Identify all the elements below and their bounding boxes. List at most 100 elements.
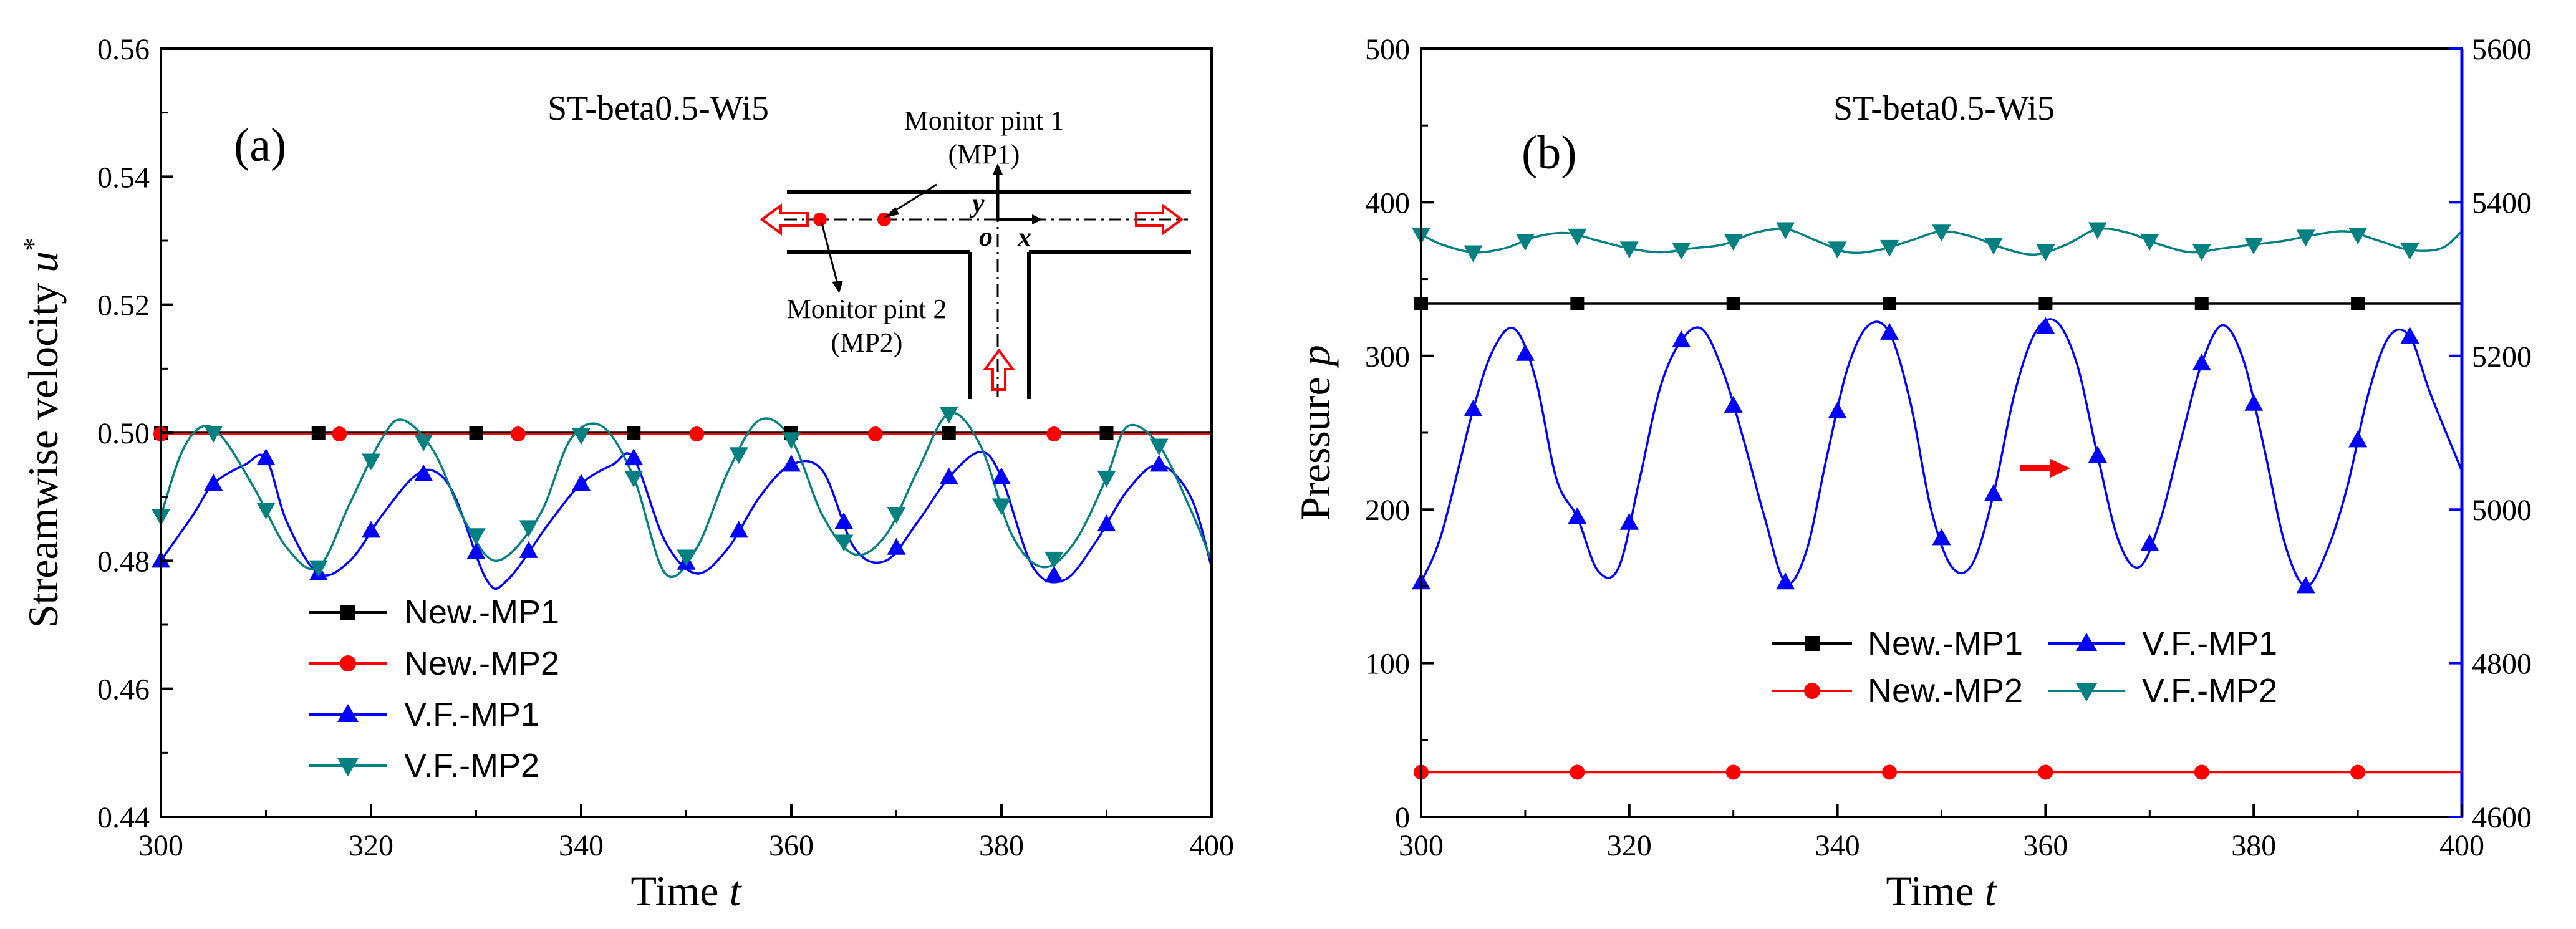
legend-a-label-vf-mp1: V.F.-MP1 (404, 696, 539, 733)
x-tick-label-a: 300 (138, 829, 183, 862)
data-point-b-new-mp2 (1725, 764, 1741, 780)
inset-axis-x-label: x (1017, 222, 1031, 253)
inset-origin-label: o (979, 221, 993, 252)
legend-a-entry-vf-mp2: V.F.-MP2 (309, 747, 539, 784)
data-point-b-v-f-mp1 (2192, 354, 2211, 371)
data-point-a-new-mp1 (1099, 426, 1114, 440)
data-point-b-v-f-mp2 (1776, 222, 1795, 239)
data-point-a-v-f-mp1 (362, 521, 380, 538)
data-point-b-new-mp1 (2351, 297, 2365, 311)
data-point-a-v-f-mp1 (1044, 566, 1064, 583)
data-point-a-v-f-mp2 (256, 503, 276, 520)
monitor-point-1-abbrev: (MP1) (948, 139, 1020, 170)
panel-a-chart: 300 320 340 360 380 400 0.44 0.46 0.48 0.50 0.52 0.… (18, 33, 1235, 915)
monitor-point-2-dot (813, 213, 827, 226)
outlet-left-arrow-icon (760, 203, 809, 236)
x-tick-label-b: 380 (2231, 829, 2276, 862)
inset-schematic: y x o Monitor pint 1 (MP1) Monitor pint … (760, 105, 1191, 399)
data-point-b-v-f-mp1 (2296, 576, 2315, 594)
legend-a-label-new-mp1: New.-MP1 (404, 594, 559, 631)
x-axis-label-b: Time t (1886, 867, 1997, 915)
data-point-b-new-mp2 (2194, 764, 2209, 780)
x-tick-label-a: 380 (979, 829, 1024, 862)
y-tick-label-a: 0.50 (97, 417, 150, 450)
data-point-a-v-f-mp1 (414, 464, 433, 481)
data-point-b-v-f-mp2 (1619, 241, 1639, 259)
right-axis-indicator-arrow-icon (2020, 459, 2070, 478)
x-tick-label-b: 400 (2439, 829, 2484, 862)
data-point-a-v-f-mp2 (887, 507, 906, 524)
data-point-a-v-f-mp2 (309, 560, 328, 577)
data-point-a-new-mp2 (689, 426, 705, 442)
legend-b-label-new-mp1: New.-MP1 (1868, 625, 2023, 662)
data-point-b-v-f-mp2 (2400, 243, 2419, 260)
data-point-b-v-f-mp1 (1932, 528, 1951, 546)
legend-a-label-vf-mp2: V.F.-MP2 (404, 747, 539, 784)
data-point-b-v-f-mp1 (1724, 395, 1743, 413)
data-point-a-v-f-mp2 (1044, 551, 1064, 569)
legend-a-entry-vf-mp1: V.F.-MP1 (309, 696, 539, 733)
data-point-b-v-f-mp2 (1515, 234, 1535, 251)
x-tick-label-b: 300 (1399, 829, 1444, 862)
data-point-b-new-mp1 (2038, 297, 2053, 311)
data-point-a-v-f-mp2 (939, 407, 958, 424)
data-point-b-v-f-mp2 (2140, 234, 2159, 251)
data-point-a-v-f-mp2 (362, 453, 380, 471)
data-point-b-v-f-mp1 (2348, 430, 2368, 448)
inset-axis-y-label: y (969, 188, 985, 218)
legend-b-label-vf-mp1: V.F.-MP1 (2142, 625, 2277, 662)
data-point-b-new-mp1 (2194, 297, 2209, 311)
monitor-point-1-label: Monitor pint 1 (904, 105, 1064, 136)
data-point-a-v-f-mp2 (624, 470, 644, 488)
y-tick-label-a: 0.48 (97, 545, 150, 578)
chart-title-a: ST-beta0.5-Wi5 (548, 89, 769, 128)
data-point-a-v-f-mp1 (887, 537, 906, 555)
legend-a-entry-new-mp2: New.-MP2 (309, 645, 559, 682)
data-point-b-v-f-mp1 (1464, 400, 1483, 417)
data-point-a-v-f-mp2 (414, 434, 433, 451)
data-point-b-v-f-mp1 (1828, 402, 1847, 419)
y-tick-label-b: 200 (1365, 494, 1410, 527)
legend-a-entry-new-mp1: New.-MP1 (309, 594, 559, 631)
monitor-point-2-label: Monitor pint 2 (787, 294, 947, 324)
x-tick-label-a: 400 (1189, 829, 1234, 862)
y-tick-label-b: 300 (1365, 340, 1410, 373)
data-point-a-v-f-mp2 (729, 447, 748, 464)
data-point-b-v-f-mp1 (2244, 393, 2264, 411)
legend-b-label-new-mp2: New.-MP2 (1868, 672, 2023, 710)
data-point-b-v-f-mp2 (2036, 244, 2055, 261)
data-point-b-v-f-mp1 (1776, 572, 1795, 590)
data-point-b-v-f-mp1 (1984, 484, 2003, 501)
y-right-tick-label-b: 5400 (2472, 186, 2532, 219)
data-point-a-v-f-mp1 (939, 467, 958, 484)
data-point-a-new-mp2 (867, 426, 883, 442)
data-point-b-new-mp1 (1726, 297, 1740, 311)
data-point-a-v-f-mp1 (1097, 514, 1116, 532)
y-tick-label-b: 0 (1395, 801, 1410, 834)
y-right-tick-label-b: 5200 (2472, 340, 2532, 373)
data-point-b-v-f-mp1 (2400, 327, 2419, 344)
y-right-tick-label-b: 4800 (2472, 648, 2532, 681)
data-point-a-new-mp2 (332, 426, 347, 442)
data-point-a-v-f-mp1 (572, 474, 591, 491)
inlet-up-arrow-icon (983, 348, 1015, 391)
legend-a: New.-MP1 New.-MP2 V.F.-MP1 V.F.-MP2 (309, 594, 559, 784)
y-right-tick-label-b: 4600 (2472, 801, 2532, 834)
data-point-b-v-f-mp2 (2348, 228, 2368, 245)
data-point-a-new-mp1 (942, 426, 956, 440)
y-axis-label-b: Pressure p (1291, 345, 1339, 520)
data-point-b-v-f-mp2 (1880, 239, 1899, 257)
data-point-a-new-mp1 (469, 426, 483, 440)
data-point-a-v-f-mp2 (519, 520, 538, 537)
data-point-b-new-mp1 (1570, 297, 1585, 311)
data-point-b-v-f-mp1 (1568, 507, 1587, 524)
data-point-a-v-f-mp2 (204, 426, 223, 443)
legend-b-label-vf-mp2: V.F.-MP2 (2142, 672, 2277, 710)
panel-b-chart: 300 320 340 360 380 400 0 100 200 300 400 500 4600 48… (1291, 33, 2532, 915)
y-tick-label-a: 0.52 (97, 289, 150, 322)
x-tick-label-a: 340 (559, 829, 604, 862)
panel-label-b: (b) (1522, 127, 1577, 179)
data-point-b-v-f-mp2 (1828, 241, 1847, 259)
legend-b-entry-vf-mp1: V.F.-MP1 (2048, 625, 2277, 662)
